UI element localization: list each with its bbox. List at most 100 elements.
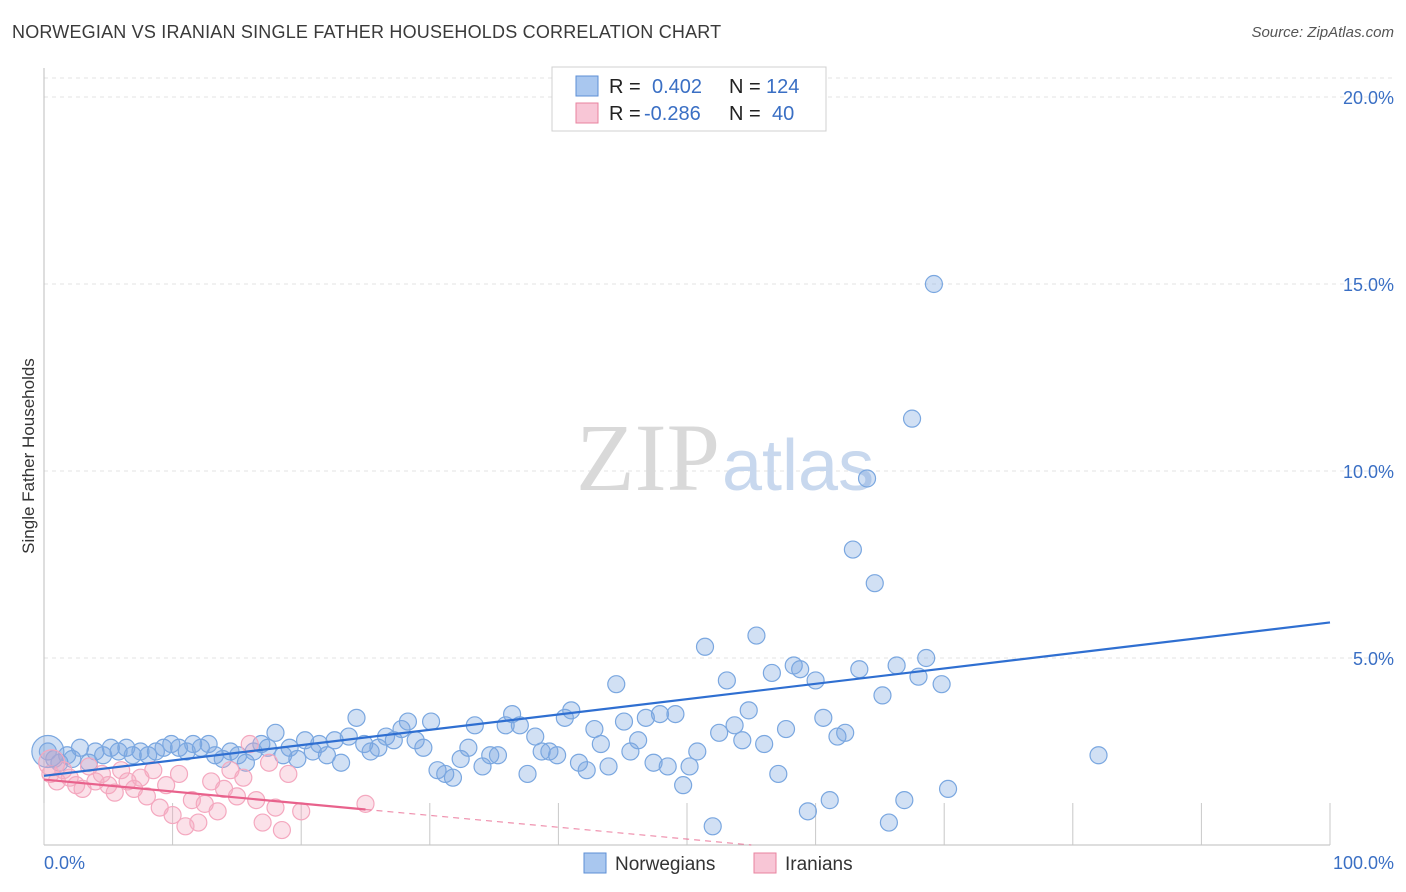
iranian-point-26	[208, 802, 227, 821]
legend-r-label-1: R =	[609, 76, 641, 98]
norwegian-point-55	[443, 768, 463, 787]
iranian-point-31	[240, 734, 259, 754]
norwegian-point-83	[650, 704, 670, 724]
norwegian-point-57	[459, 738, 478, 757]
data-points	[31, 274, 1108, 840]
trend-lines	[43, 621, 1331, 846]
iranian-point-19	[163, 805, 182, 825]
norwegian-point-75	[591, 734, 610, 754]
norwegian-point-113	[873, 686, 892, 705]
norwegian-point-120	[924, 274, 944, 294]
norwegian-point-105	[814, 708, 833, 727]
norwegian-point-108	[836, 723, 855, 742]
x-tick-label-max: 100.0%	[1333, 853, 1394, 873]
norwegian-point-104	[806, 671, 825, 690]
legend-r-value-2: -0.286	[644, 103, 701, 125]
y-tick-label-3: 20.0%	[1343, 88, 1394, 108]
norwegian-point-123	[1089, 746, 1108, 765]
legend-n-value-2: 40	[772, 103, 794, 125]
norwegian-point-77	[607, 675, 626, 694]
iranian-trend-extension	[365, 808, 752, 846]
norwegian-point-110	[850, 660, 869, 679]
norwegian-point-19	[177, 742, 196, 761]
iranian-point-20	[169, 764, 189, 784]
legend-r-value-1: 0.402	[652, 76, 702, 98]
bottom-legend-swatch-norwegians	[583, 852, 607, 874]
iranian-point-36	[272, 820, 292, 840]
norwegian-point-66	[526, 727, 545, 746]
y-tick-label-0: 5.0%	[1353, 649, 1394, 669]
norwegian-point-11	[117, 738, 136, 757]
norwegian-point-100	[776, 719, 796, 739]
norwegian-point-103	[798, 802, 817, 821]
norwegian-point-74	[585, 719, 604, 739]
norwegian-point-102	[791, 660, 810, 679]
norwegian-point-99	[769, 764, 788, 784]
norwegian-point-114	[879, 813, 899, 832]
norwegian-point-65	[518, 764, 537, 784]
iranian-point-30	[234, 768, 253, 787]
bottom-legend-iranians: Iranians	[785, 854, 853, 875]
bottom-legend-norwegians: Norwegians	[615, 854, 715, 875]
iranian-point-35	[266, 798, 285, 817]
iranian-point-10	[105, 783, 124, 802]
norwegian-point-31	[266, 723, 285, 742]
norwegian-point-43	[355, 734, 374, 754]
norwegian-point-96	[747, 626, 766, 645]
norwegian-point-82	[644, 753, 663, 772]
iranian-point-38	[292, 802, 311, 821]
iranian-cluster-point	[38, 749, 66, 777]
norwegian-point-85	[666, 704, 685, 724]
norwegian-point-112	[865, 574, 884, 593]
norwegian-trend-line	[43, 621, 1331, 777]
norwegian-point-69	[548, 746, 567, 765]
norwegian-point-22	[199, 734, 218, 754]
legend-swatch-norwegians	[575, 75, 599, 97]
norwegian-point-64	[510, 716, 529, 735]
iranian-point-15	[137, 787, 156, 806]
norwegian-point-121	[932, 675, 951, 694]
norwegian-point-41	[339, 727, 358, 746]
norwegian-point-76	[599, 757, 618, 776]
bottom-legend: Norwegians Iranians	[583, 852, 853, 875]
iranian-point-34	[259, 753, 279, 772]
legend-n-label-1: N =	[729, 76, 761, 98]
norwegian-point-34	[288, 749, 307, 769]
y-tick-labels: 5.0% 10.0% 15.0% 20.0%	[1343, 88, 1394, 669]
bottom-legend-swatch-iranians	[753, 852, 777, 874]
legend-n-label-2: N =	[729, 103, 761, 125]
norwegian-point-51	[414, 738, 433, 757]
grid-lines	[44, 77, 1394, 659]
norwegian-point-49	[398, 712, 418, 731]
norwegian-point-93	[725, 716, 744, 735]
norwegian-point-78	[614, 712, 634, 731]
norwegian-point-92	[717, 671, 736, 690]
norwegian-point-88	[688, 742, 707, 761]
y-tick-label-2: 15.0%	[1343, 275, 1394, 295]
norwegian-point-86	[674, 776, 693, 795]
iranian-point-18	[157, 776, 176, 795]
norwegian-point-116	[895, 791, 914, 810]
norwegian-point-117	[902, 409, 922, 428]
source-label: Source: ZipAtlas.com	[1251, 24, 1394, 41]
norwegian-point-97	[755, 734, 774, 754]
norwegian-point-111	[857, 469, 877, 488]
norwegian-point-26	[229, 746, 248, 765]
norwegian-point-94	[733, 731, 752, 750]
legend-swatch-iranians	[575, 102, 599, 124]
y-axis-label: Single Father Households	[19, 358, 38, 554]
norwegian-point-60	[481, 746, 500, 765]
norwegian-point-115	[887, 656, 906, 675]
norwegian-cluster-point	[31, 734, 65, 769]
norwegian-point-91	[710, 723, 729, 742]
iranian-point-37	[279, 764, 298, 784]
norwegian-point-87	[680, 757, 699, 776]
legend-box: R = 0.402 N = 124 R = -0.286 N = 40	[551, 66, 827, 132]
norwegian-point-72	[569, 753, 589, 772]
norwegian-point-67	[532, 742, 551, 761]
legend-n-value-1: 124	[766, 76, 799, 98]
iranian-point-33	[253, 813, 272, 832]
norwegian-point-73	[577, 761, 596, 780]
norwegian-point-80	[629, 731, 648, 750]
